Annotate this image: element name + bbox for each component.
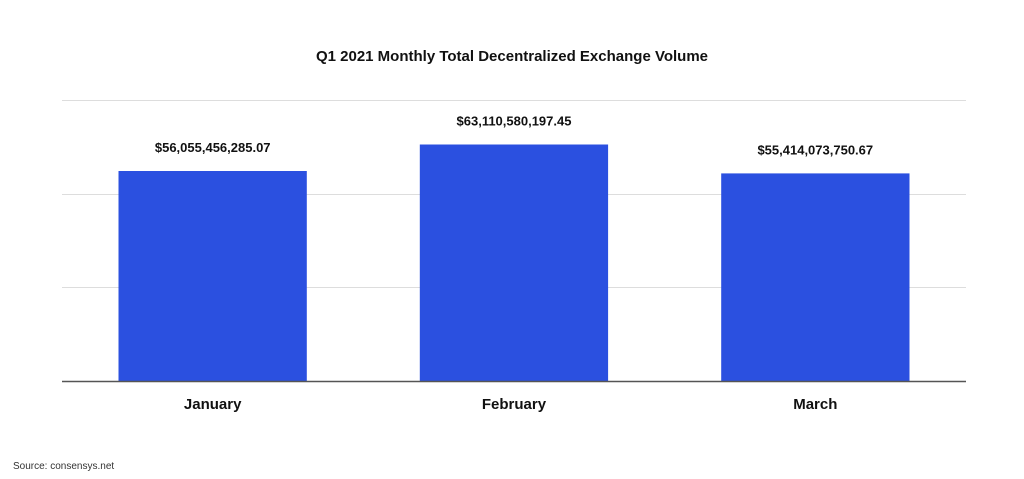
- data-labels: $56,055,456,285.07 $63,110,580,197.45 $55,…: [155, 114, 873, 158]
- x-tick-label-january: January: [184, 396, 242, 413]
- chart-title: Q1 2021 Monthly Total Decentralized Exch…: [316, 48, 708, 65]
- bar-january: [118, 171, 307, 381]
- data-label-march: $55,414,073,750.67: [757, 142, 873, 157]
- data-label-january: $56,055,456,285.07: [155, 140, 271, 155]
- x-tick-label-march: March: [793, 396, 837, 413]
- bar-march: [721, 173, 910, 381]
- source-note: Source: consensys.net: [13, 461, 114, 472]
- data-label-february: $63,110,580,197.45: [457, 114, 572, 129]
- x-tick-label-february: February: [482, 396, 547, 413]
- bar-february: [419, 144, 609, 381]
- x-axis-ticks: January February March: [184, 396, 837, 413]
- bars: [118, 144, 910, 381]
